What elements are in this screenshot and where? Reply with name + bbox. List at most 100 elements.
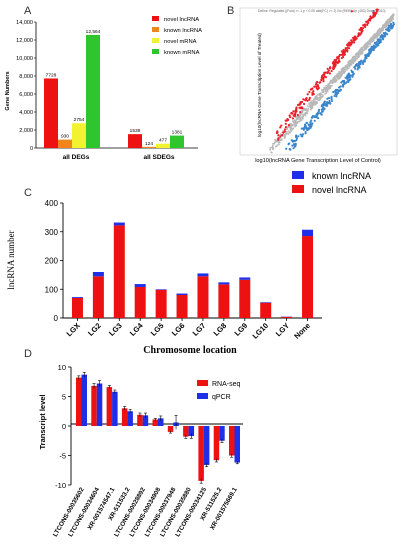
- b-point-down: [310, 116, 313, 119]
- b-point-ns: [317, 93, 320, 96]
- b-point-ns: [352, 56, 355, 59]
- d-bar: [96, 383, 103, 426]
- c-bar-novel: [239, 279, 251, 318]
- d-legend-rnaseq: RNA-seq: [212, 381, 241, 388]
- b-point-up: [318, 81, 321, 84]
- d-bar: [183, 426, 189, 437]
- a-bar: [44, 78, 58, 148]
- b-point-ns: [303, 109, 306, 111]
- d-bar: [188, 426, 195, 437]
- b-point-up: [279, 135, 282, 138]
- b-point-ns: [348, 60, 351, 63]
- b-point-ns: [346, 67, 349, 70]
- a-bar: [156, 143, 170, 148]
- c-legend-known-lncrna: known lncRNA: [312, 171, 371, 181]
- b-point-ns: [319, 96, 322, 99]
- b-point-ns: [314, 100, 316, 102]
- c-xtick-label: LG9: [233, 321, 250, 338]
- b-point-up: [291, 112, 294, 115]
- b-point-up: [302, 102, 306, 106]
- b-point-ns: [390, 17, 393, 19]
- c-bar-novel: [302, 236, 314, 318]
- d-bar: [81, 374, 87, 426]
- b-point-down: [336, 91, 339, 94]
- d-bar: [121, 408, 128, 426]
- b-point-down: [300, 127, 303, 130]
- b-point-down: [353, 66, 356, 69]
- b-point-down: [359, 63, 362, 66]
- b-point-down: [317, 108, 321, 111]
- b-point-ns: [306, 104, 309, 107]
- b-point-ns: [370, 40, 373, 43]
- b-point-down: [293, 145, 296, 148]
- b-point-down: [339, 88, 342, 91]
- d-bars: [76, 372, 240, 484]
- b-point-down: [383, 34, 387, 38]
- b-point-ns: [291, 128, 294, 131]
- b-point-up: [309, 88, 312, 91]
- c-bar-known: [113, 222, 125, 226]
- b-point-ns: [360, 50, 363, 53]
- b-point-up: [284, 126, 288, 129]
- a-data-label: 930: [61, 134, 69, 140]
- b-point-down: [313, 115, 316, 119]
- b-point-ns: [375, 33, 378, 35]
- b-point-up: [354, 35, 357, 38]
- b-point-ns: [276, 144, 279, 147]
- b-point-up: [327, 69, 330, 72]
- b-point-down: [330, 99, 334, 103]
- c-xtick-label: LG3: [107, 321, 124, 338]
- a-ytick-label: 8,000: [19, 74, 33, 80]
- b-point-down: [321, 103, 324, 107]
- a-ytick-label: 10,000: [16, 56, 33, 62]
- b-point-ns: [322, 88, 325, 91]
- b-point-ns: [365, 43, 368, 46]
- b-point-down: [366, 53, 370, 56]
- b-point-up: [340, 53, 343, 57]
- a-legend-swatch-known-mrna: [152, 49, 159, 54]
- b-point-ns: [340, 69, 343, 71]
- b-point-up: [277, 137, 280, 140]
- b-point-ns: [308, 103, 310, 105]
- b-point-ns: [324, 89, 327, 92]
- c-ylabel: lncRNA number: [6, 230, 16, 289]
- b-legend-marker-down: [372, 9, 375, 13]
- b-point-up: [322, 80, 325, 83]
- c-bar-known: [92, 272, 104, 277]
- b-point-up: [316, 87, 319, 90]
- a-data-label: 12,564: [86, 29, 101, 35]
- b-point-ns: [310, 100, 313, 103]
- b-point-down: [338, 86, 341, 89]
- b-point-ns: [316, 97, 319, 99]
- b-point-up: [334, 65, 337, 68]
- b-point-up: [332, 60, 335, 64]
- b-point-down: [384, 32, 387, 35]
- b-point-up: [326, 71, 329, 75]
- b-point-ns: [374, 37, 376, 39]
- d-bar: [219, 426, 225, 441]
- c-y-ticks: 0 100 200 300 400: [45, 199, 63, 323]
- d-bar: [106, 387, 113, 426]
- b-point-ns: [374, 33, 377, 35]
- b-point-up: [286, 117, 289, 121]
- b-point-down: [320, 113, 323, 116]
- b-point-up: [320, 76, 323, 80]
- d-legend-swatch-rnaseq: [197, 380, 208, 386]
- c-bar-novel: [176, 295, 188, 318]
- b-point-down: [371, 47, 374, 51]
- d-y-ticks: -10 -5 0 5 10: [55, 363, 71, 490]
- b-point-ns: [270, 151, 273, 154]
- b-point-ns: [297, 120, 300, 123]
- c-bar-novel: [92, 276, 104, 318]
- b-point-ns: [346, 64, 348, 67]
- b-point-ns: [300, 118, 303, 121]
- b-point-ns: [285, 130, 288, 133]
- b-point-ns: [337, 75, 339, 78]
- b-point-ns: [384, 26, 387, 29]
- b-point-up: [293, 113, 297, 116]
- a-y-ticks: 0 2,000 4,000 6,000 8,000 10,000 12,000 14,000: [16, 20, 36, 152]
- b-point-ns: [307, 107, 310, 110]
- b-point-ns: [299, 114, 302, 117]
- b-point-up: [367, 21, 370, 24]
